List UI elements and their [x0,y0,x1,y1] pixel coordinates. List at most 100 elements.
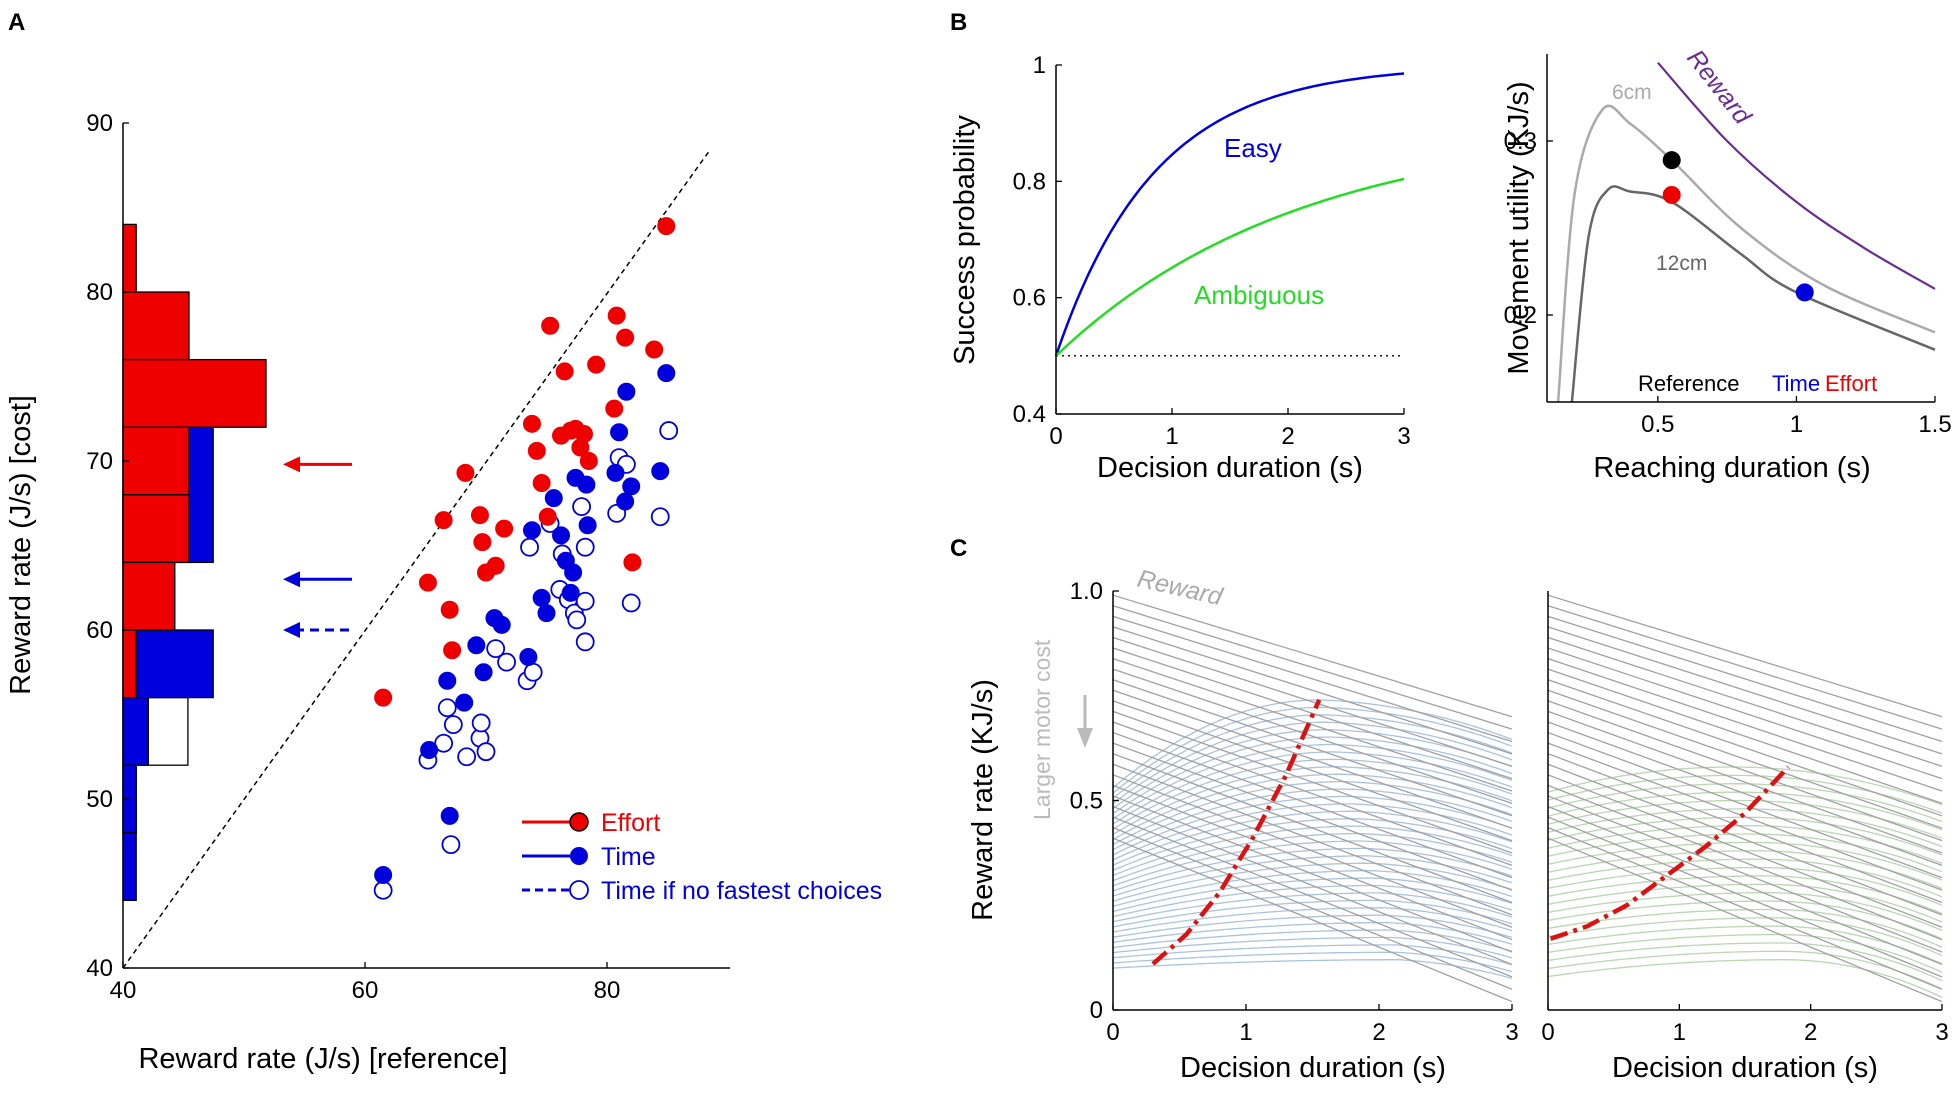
point-open-blue [575,632,595,652]
reward-line [1547,816,1943,978]
reward-line [1547,721,1943,866]
point-open-blue [575,591,595,611]
point-filled-blue [374,866,393,885]
reward-line [1112,647,1513,780]
panel-b2-legend-effort: Effort [1825,371,1877,396]
point-filled-red [645,340,664,359]
panel-b1-easy-label: Easy [1224,133,1282,163]
point-filled-red [443,641,462,660]
reward-line [1547,784,1943,941]
cost-curve [1112,743,1513,820]
point-filled-blue [438,671,457,690]
legend-time-marker [570,847,588,865]
y-tick-label: 1 [1033,52,1046,79]
cost-curve [1112,907,1513,933]
panel-b2-reward-curve [1657,61,1936,290]
legend-effort-label: Effort [601,809,660,837]
panel-c2-ticks: 0 1 2 3 [1541,1004,1949,1046]
reward-line [1547,700,1943,842]
cost-curve [1547,808,1943,848]
x-tick-label: 1 [1165,423,1178,450]
reward-line [1547,731,1943,879]
reward-line [1547,626,1943,755]
panel-c1-cost-arrow-head [1077,728,1093,748]
cost-curve [1547,933,1943,973]
reward-line [1547,647,1943,780]
point-open-blue [486,639,506,658]
cost-curve [1112,706,1513,794]
cost-curve [1112,810,1513,866]
panel-a-arrows [283,456,352,638]
reward-line [1547,742,1943,891]
point-filled-red [579,452,598,470]
point-filled-red [538,507,557,526]
x-tick-label: 1 [1673,1019,1686,1046]
panel-c2-cost-curves [1547,766,1943,998]
point-filled-red [418,573,437,592]
panel-b2-6cm-label: 6cm [1612,81,1652,104]
cost-curve [1547,875,1943,915]
reward-line [1547,795,1943,953]
point-open-blue [659,421,679,440]
reward-line [1112,774,1513,928]
reward-line [1547,594,1943,718]
point-filled-red [605,399,624,418]
panel-b1-ambiguous-label: Ambiguous [1194,280,1324,310]
reward-line [1112,837,1513,1003]
marker-reference [1662,151,1681,170]
panel-b1-x-label: Decision duration (s) [1097,452,1363,484]
point-filled-blue [577,475,596,494]
panel-b2-markers [1662,151,1814,302]
point-filled-blue [606,463,625,482]
point-filled-blue [544,489,563,508]
panel-label-c: C [950,535,967,562]
point-filled-red [473,533,492,552]
point-open-blue [437,698,457,718]
point-open-blue [567,610,587,630]
panel-a-ticks: 40 60 80 40 50 60 70 80 90 [86,110,620,1004]
point-filled-red [541,316,560,335]
reward-line [1547,753,1943,904]
point-filled-blue [610,423,629,442]
panel-c1-reward-lines [1112,594,1513,1003]
panel-a-identity-line [122,149,711,969]
cost-curve [1112,921,1513,945]
cost-curve [1547,824,1943,865]
point-filled-red [440,600,459,619]
point-filled-blue [522,521,541,540]
point-filled-blue [537,604,556,623]
point-filled-blue [561,583,580,602]
point-filled-red [495,519,514,538]
cost-curve [1112,736,1513,815]
panel-b1-easy-curve [1054,72,1405,357]
x-tick-label: 3 [1397,423,1410,450]
reward-line [1547,636,1943,767]
panel-c1-cost-label: Larger motor cost [1029,639,1055,820]
point-filled-blue [467,636,486,655]
point-open-blue [523,662,543,682]
point-filled-blue [616,492,635,511]
point-filled-blue [455,693,474,712]
panel-c2-reward-lines [1547,594,1943,1003]
reward-line [1112,668,1513,805]
point-filled-red [623,553,642,572]
point-filled-blue [552,526,571,545]
point-filled-red [616,328,635,347]
point-open-blue [572,497,591,517]
reward-line [1112,594,1513,718]
cost-curve [1112,699,1513,789]
y-tick-label: 0.3 [1504,128,1537,155]
cost-curve [1547,959,1943,998]
reward-line [1547,615,1943,743]
x-tick-label: 0 [1541,1019,1554,1046]
x-tick-label: 2 [1372,1019,1385,1046]
cost-curve [1547,908,1943,948]
point-filled-blue [578,516,597,535]
y-tick-label: 0.5 [1070,788,1103,815]
point-filled-red [434,511,453,530]
hist-bar-time [122,629,214,699]
panel-a-y-label: Reward rate (J/s) [cost] [5,395,37,695]
cost-curve [1112,773,1513,840]
point-open-blue [575,537,595,557]
reward-line [1112,689,1513,829]
